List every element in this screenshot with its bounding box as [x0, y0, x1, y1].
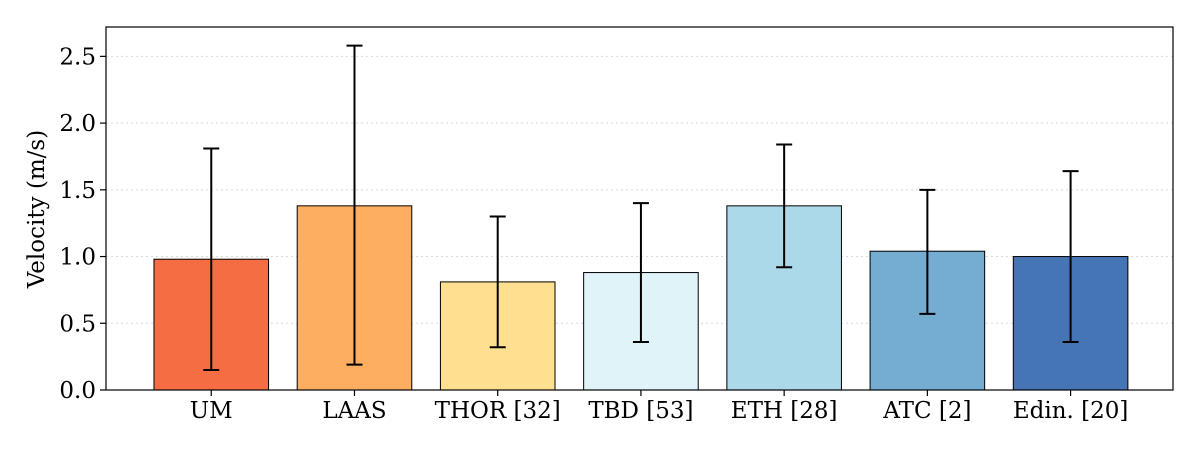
x-tick-label: THOR [32] — [435, 398, 561, 424]
x-tick-label: LAAS — [322, 398, 386, 424]
x-tick-label: TBD [53] — [588, 398, 693, 424]
error-bars-group — [203, 44, 1079, 371]
x-axis: UM LAAS THOR [32] TBD [53] ETH [28] ATC [2] Ed… — [190, 390, 1129, 424]
y-tick-label: 0.0 — [59, 378, 96, 404]
y-tick-label: 2.5 — [59, 44, 96, 70]
x-tick-label: ATC [2] — [882, 398, 971, 424]
plot-frame — [105, 26, 1174, 391]
x-tick-label: UM — [190, 398, 233, 424]
x-tick-label: ETH [28] — [731, 398, 838, 424]
y-axis-label: Velocity (m/s) — [24, 130, 50, 289]
y-tick-label: 1.0 — [59, 245, 96, 271]
y-tick-label: 2.0 — [59, 111, 96, 137]
y-tick-label: 1.5 — [59, 178, 96, 204]
x-tick-label: Edin. [20] — [1013, 398, 1129, 424]
y-axis: 0.0 0.5 1.0 1.5 2.0 2.5 — [59, 44, 106, 404]
y-tick-label: 0.5 — [59, 311, 96, 337]
